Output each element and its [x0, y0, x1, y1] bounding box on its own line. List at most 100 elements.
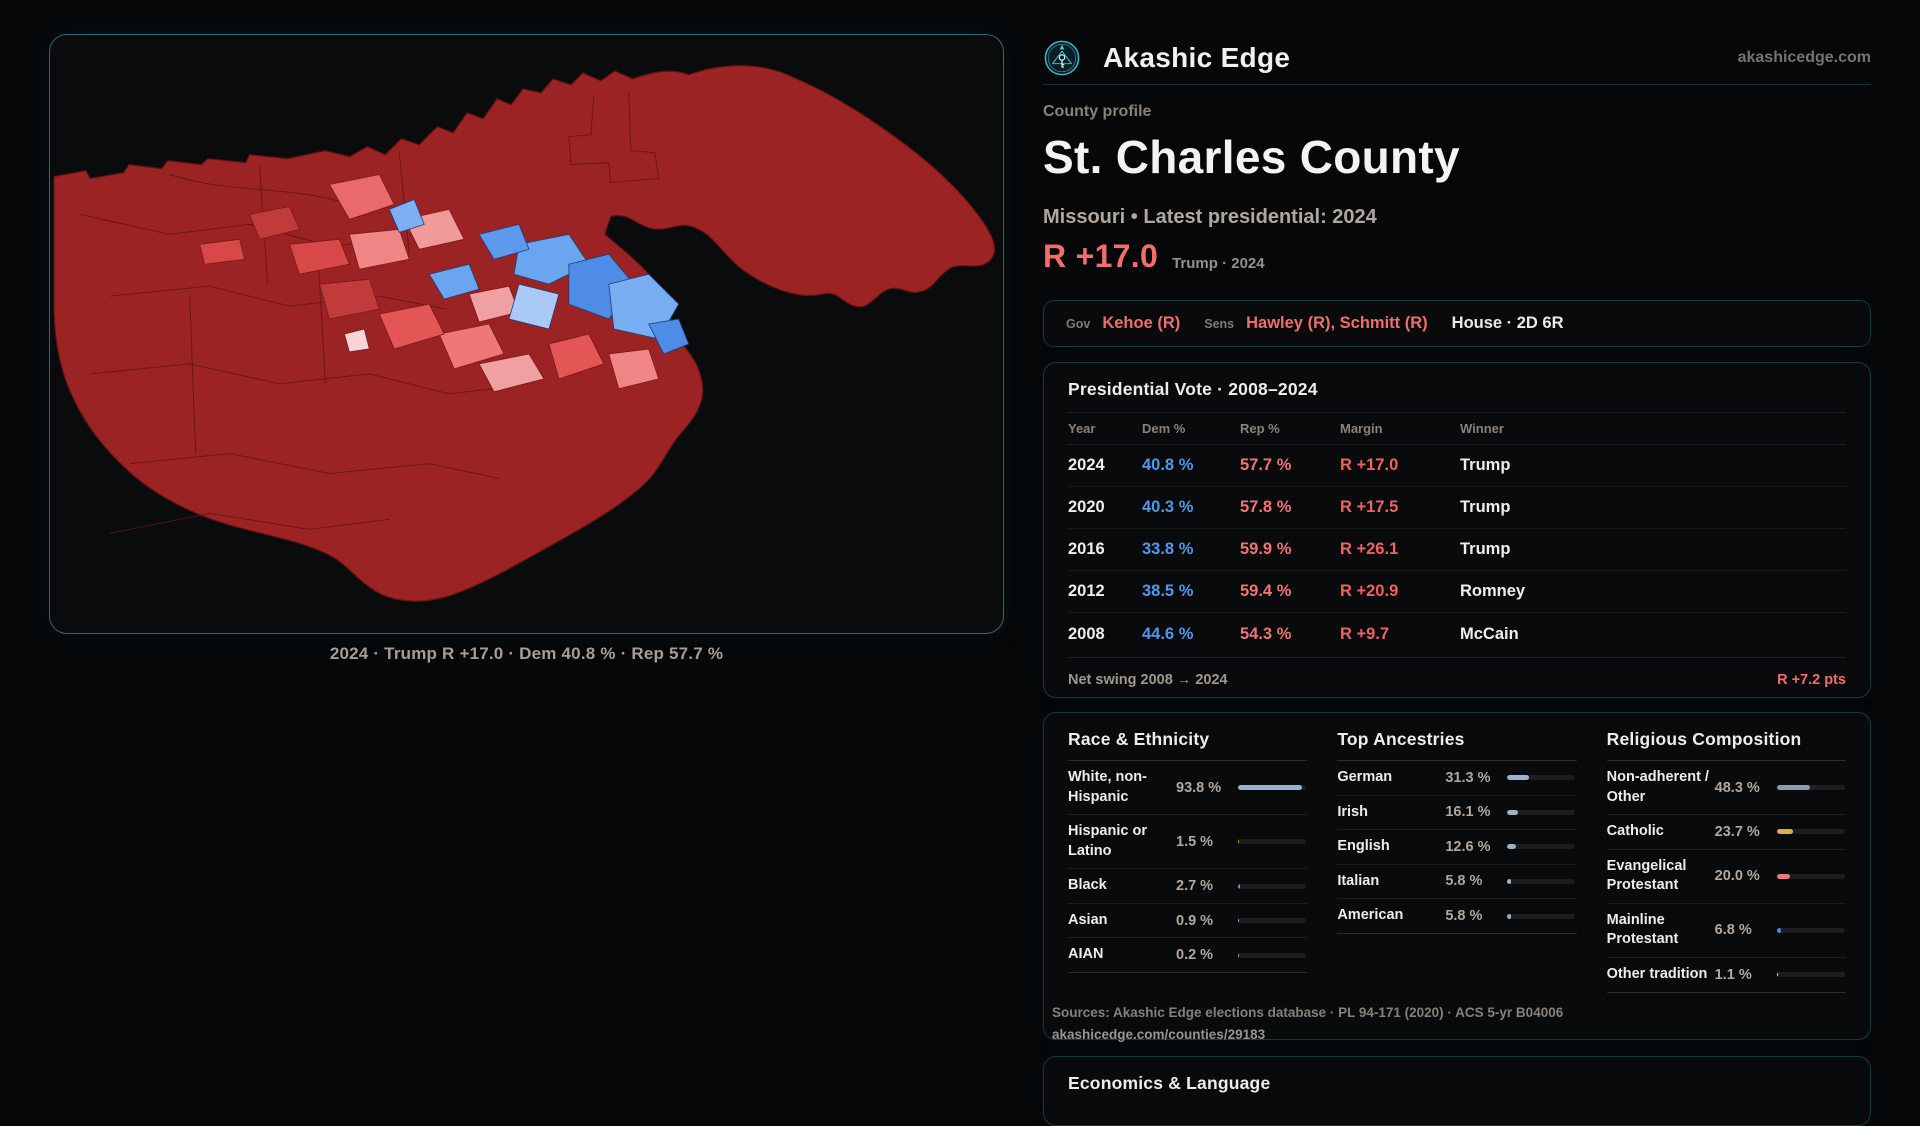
col-winner: Winner: [1460, 421, 1846, 436]
demo-value: 0.2 %: [1176, 947, 1238, 963]
pres-cell-year: 2020: [1068, 498, 1142, 517]
demo-bar: [1238, 953, 1306, 958]
demo-bar: [1238, 918, 1306, 923]
demo-label: German: [1337, 768, 1445, 788]
demo-bar-fill: [1507, 810, 1518, 815]
demo-bar: [1507, 879, 1575, 884]
demo-value: 16.1 %: [1445, 804, 1507, 820]
county-outline: [54, 66, 995, 602]
pres-cell-rep: 57.8 %: [1240, 498, 1340, 517]
pres-cell-year: 2016: [1068, 540, 1142, 559]
demo-column-religion: Religious Composition Non-adherent / Othe…: [1607, 729, 1846, 993]
demo-label: Non-adherent / Other: [1607, 768, 1715, 807]
pres-cell-winner: McCain: [1460, 625, 1846, 644]
app: 2024 · Trump R +17.0 · Dem 40.8 % · Rep …: [0, 0, 1920, 1080]
net-swing-row: Net swing 2008 → 2024 R +7.2 pts: [1068, 657, 1846, 701]
gov-label: Gov: [1066, 317, 1090, 331]
col-rep: Rep %: [1240, 421, 1340, 436]
sources-line: Sources: Akashic Edge elections database…: [1052, 1002, 1612, 1024]
net-swing-value: R +7.2 pts: [1777, 672, 1846, 688]
pres-cell-rep: 54.3 %: [1240, 625, 1340, 644]
officials-bar: Gov Kehoe (R) Sens Hawley (R), Schmitt (…: [1043, 300, 1871, 347]
page-title: St. Charles County: [1043, 130, 1460, 184]
demo-value: 2.7 %: [1176, 878, 1238, 894]
demo-bar-fill: [1238, 918, 1239, 923]
pres-cell-dem: 33.8 %: [1142, 540, 1240, 559]
demo-bar-fill: [1507, 844, 1516, 849]
pres-cell-dem: 40.8 %: [1142, 456, 1240, 475]
demo-value: 5.8 %: [1445, 873, 1507, 889]
presidential-table-header: Year Dem % Rep % Margin Winner: [1068, 413, 1846, 445]
demo-value: 0.9 %: [1176, 913, 1238, 929]
demo-bar: [1507, 914, 1575, 919]
sources-permalink: akashicedge.com/counties/29183: [1052, 1024, 1612, 1046]
demo-bar: [1238, 839, 1306, 844]
demo-bar-fill: [1777, 928, 1782, 933]
demo-bar: [1507, 844, 1575, 849]
economics-language-panel: Economics & Language: [1043, 1056, 1871, 1126]
margin-context: Trump · 2024: [1172, 255, 1265, 272]
header: Akashic Edge akashicedge.com: [1043, 36, 1871, 80]
demo-value: 93.8 %: [1176, 780, 1238, 796]
demo-value: 1.5 %: [1176, 834, 1238, 850]
demo-bar-fill: [1507, 914, 1511, 919]
demo-bar-fill: [1777, 874, 1791, 879]
governor-name: Kehoe (R): [1102, 314, 1180, 333]
economics-panel-title: Economics & Language: [1068, 1073, 1846, 1094]
demo-column-title: Religious Composition: [1607, 729, 1846, 761]
demo-bar: [1777, 874, 1845, 879]
pres-cell-dem: 38.5 %: [1142, 582, 1240, 601]
pres-cell-margin: R +9.7: [1340, 625, 1460, 644]
presidential-panel-title: Presidential Vote · 2008–2024: [1068, 379, 1846, 413]
demo-bar-fill: [1238, 839, 1239, 844]
demo-label: Other tradition: [1607, 965, 1715, 985]
demo-bar: [1777, 829, 1845, 834]
demo-label: Evangelical Protestant: [1607, 857, 1715, 896]
demo-label: English: [1337, 837, 1445, 857]
pres-cell-year: 2024: [1068, 456, 1142, 475]
margin-value: R +17.0: [1043, 238, 1158, 275]
presidential-vote-panel: Presidential Vote · 2008–2024 Year Dem %…: [1043, 362, 1871, 698]
latest-margin: R +17.0 Trump · 2024: [1043, 238, 1265, 275]
demo-label: Catholic: [1607, 822, 1715, 842]
pres-cell-dem: 40.3 %: [1142, 498, 1240, 517]
demo-bar-fill: [1777, 972, 1778, 977]
senators-names: Hawley (R), Schmitt (R): [1246, 314, 1428, 333]
demo-label: AIAN: [1068, 945, 1176, 965]
demo-value: 20.0 %: [1715, 868, 1777, 884]
county-profile-pane: Akashic Edge akashicedge.com County prof…: [1043, 0, 1871, 1080]
demo-label: Mainline Protestant: [1607, 911, 1715, 950]
col-year: Year: [1068, 421, 1142, 436]
pres-cell-winner: Trump: [1460, 540, 1846, 559]
pres-cell-winner: Trump: [1460, 498, 1846, 517]
demo-value: 1.1 %: [1715, 967, 1777, 983]
pres-cell-rep: 59.9 %: [1240, 540, 1340, 559]
demo-column-title: Race & Ethnicity: [1068, 729, 1307, 761]
demo-bar-fill: [1507, 879, 1511, 884]
demo-label: Asian: [1068, 911, 1176, 931]
subtitle: Missouri • Latest presidential: 2024: [1043, 206, 1377, 229]
net-swing-label: Net swing 2008 → 2024: [1068, 672, 1228, 688]
demo-label: White, non-Hispanic: [1068, 768, 1176, 807]
pres-cell-rep: 59.4 %: [1240, 582, 1340, 601]
county-precinct-map: [50, 35, 1003, 633]
demo-value: 31.3 %: [1445, 770, 1507, 786]
demo-bar-fill: [1238, 884, 1240, 889]
pres-cell-winner: Romney: [1460, 582, 1846, 601]
map-caption: 2024 · Trump R +17.0 · Dem 40.8 % · Rep …: [49, 644, 1004, 664]
